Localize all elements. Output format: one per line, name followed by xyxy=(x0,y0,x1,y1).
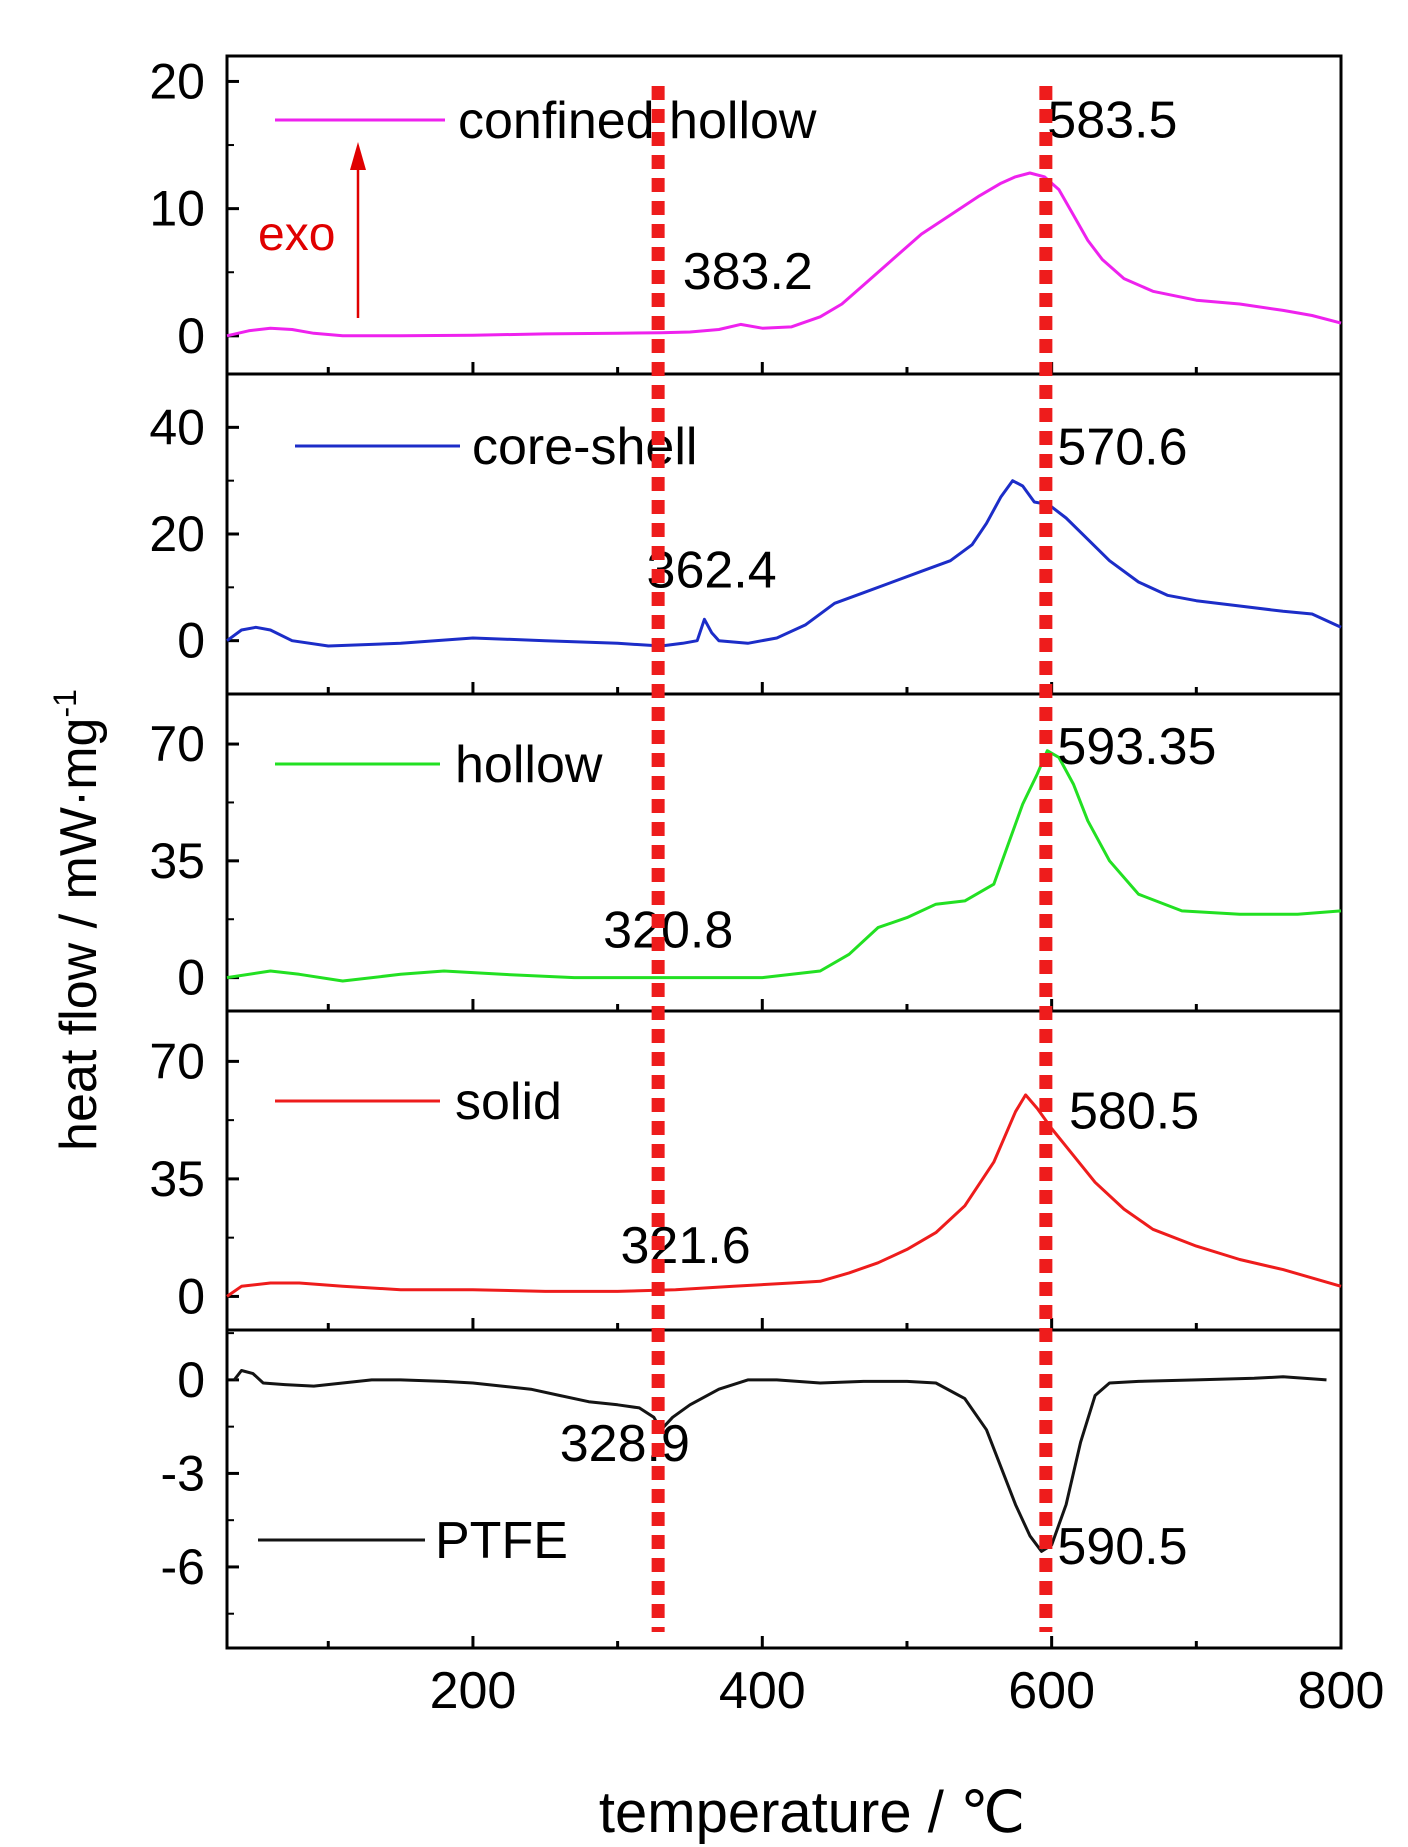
legend-label: solid xyxy=(455,1073,562,1131)
y-tick-label: 0 xyxy=(177,1352,205,1408)
x-axis: 200 400 600 800 xyxy=(430,1662,1385,1720)
peak-label: 321.6 xyxy=(621,1217,751,1275)
x-tick-label: 200 xyxy=(430,1662,517,1720)
legend-label: hollow xyxy=(455,736,603,794)
peak-label: 320.8 xyxy=(603,902,733,960)
y-tick-label: -6 xyxy=(161,1539,205,1595)
y-axis-label-text: heat flow / mW·mg xyxy=(50,718,108,1151)
peak-label: 590.5 xyxy=(1057,1518,1187,1576)
y-tick-label: 0 xyxy=(177,1268,205,1324)
y-tick-label: 20 xyxy=(149,53,205,109)
y-tick-label: 70 xyxy=(149,1033,205,1089)
y-tick-label: 0 xyxy=(177,308,205,364)
peak-label: 383.2 xyxy=(683,243,813,301)
panel: 0 10 20 confined hollow 583.5 383.2 xyxy=(149,53,1343,376)
y-axis-label-superscript: -1 xyxy=(47,689,83,717)
y-tick-label: 35 xyxy=(149,833,205,889)
peak-label: 328.9 xyxy=(560,1415,690,1473)
x-tick-label: 400 xyxy=(719,1662,806,1720)
peak-label: 593.35 xyxy=(1057,718,1216,776)
y-tick-label: 10 xyxy=(149,181,205,237)
series-line xyxy=(226,479,1342,648)
panel: 0 35 70 solid 580.5 321.6 xyxy=(149,1009,1343,1332)
panel: 0 35 70 hollow 593.35 320.8 xyxy=(149,692,1343,1013)
exo-label: exo xyxy=(258,208,335,261)
peak-label: 583.5 xyxy=(1047,91,1177,149)
x-tick-label: 600 xyxy=(1008,1662,1095,1720)
series-line xyxy=(226,749,1342,983)
y-axis-label: heat flow / mW·mg-1 xyxy=(47,689,108,1151)
guide-lines xyxy=(651,86,1053,1632)
y-tick-label: 40 xyxy=(149,399,205,455)
y-tick-label: 0 xyxy=(177,613,205,669)
legend-label: confined hollow xyxy=(458,92,817,150)
exo-annotation: exo xyxy=(258,142,366,318)
peak-label: 570.6 xyxy=(1057,419,1187,477)
y-tick-label: 70 xyxy=(149,716,205,772)
series-line xyxy=(226,171,1342,338)
peak-label: 362.4 xyxy=(647,541,777,599)
y-tick-label: 0 xyxy=(177,950,205,1006)
y-tick-label: -3 xyxy=(161,1445,205,1501)
y-tick-label: 20 xyxy=(149,506,205,562)
panel: 0 -3 -6 PTFE 590.5 328.9 xyxy=(161,1328,1343,1650)
peak-label: 580.5 xyxy=(1069,1083,1199,1141)
legend-label: PTFE xyxy=(435,1512,568,1570)
x-axis-label: temperature / ℃ xyxy=(599,1780,1025,1845)
exo-arrow-head xyxy=(350,142,366,170)
series-line xyxy=(226,1093,1342,1298)
x-tick-label: 800 xyxy=(1298,1662,1385,1720)
y-tick-label: 35 xyxy=(149,1151,205,1207)
panel-frame xyxy=(225,1328,1343,1650)
series-line xyxy=(233,1369,1327,1553)
